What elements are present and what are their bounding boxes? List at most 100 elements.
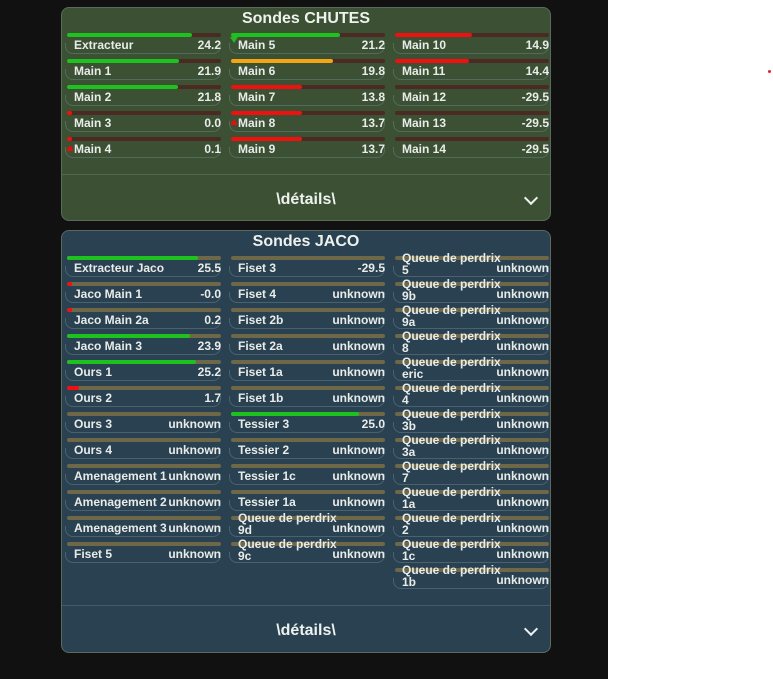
- gauge-outline: [229, 448, 385, 459]
- sensor-gauge[interactable]: Queue de perdrix 9c unknown: [229, 538, 385, 565]
- sensor-gauge[interactable]: Fiset 2a unknown: [229, 331, 385, 357]
- sensor-gauge[interactable]: Main 5 21.2: [229, 30, 385, 56]
- gauge-fill: [395, 33, 472, 37]
- sensor-gauge[interactable]: Main 14 -29.5: [393, 134, 549, 160]
- sensor-gauge[interactable]: Queue de perdrix 9d unknown: [229, 512, 385, 539]
- gauge-track: [67, 33, 221, 37]
- sensor-name: Main 13: [402, 116, 447, 130]
- sensor-gauge[interactable]: Tessier 1a unknown: [229, 487, 385, 513]
- sensor-gauge[interactable]: Main 1 21.9: [65, 56, 221, 82]
- sensor-gauge[interactable]: Main 11 14.4: [393, 56, 549, 82]
- sensor-gauge[interactable]: Fiset 1b unknown: [229, 383, 385, 409]
- sensor-gauge[interactable]: Amenagement 2 unknown: [65, 487, 221, 513]
- sensor-gauge[interactable]: Queue de perdrix 1b unknown: [393, 564, 549, 591]
- sensor-name: Fiset 4: [238, 287, 277, 301]
- sensor-value: 23.9: [197, 339, 221, 353]
- sensor-gauge[interactable]: Main 2 21.8: [65, 82, 221, 108]
- sensor-name: Jaco Main 3: [74, 339, 143, 353]
- sensor-value: unknown: [168, 417, 221, 431]
- sensor-gauge[interactable]: Amenagement 1 unknown: [65, 461, 221, 487]
- gauge-track: [231, 386, 385, 390]
- gauge-track: [231, 464, 385, 468]
- sensor-gauge[interactable]: Main 8 13.7: [229, 108, 385, 134]
- sensor-gauge[interactable]: Queue de perdrix 7 unknown: [393, 460, 549, 487]
- sensor-name: Queue de perdrix 8: [402, 329, 501, 355]
- sensor-gauge[interactable]: Fiset 1a unknown: [229, 357, 385, 383]
- sensor-gauge[interactable]: Queue de perdrix 4 unknown: [393, 382, 549, 409]
- sensor-gauge[interactable]: Queue de perdrix 9b unknown: [393, 278, 549, 305]
- sensor-value: unknown: [496, 313, 549, 327]
- gauge-outline: [393, 448, 549, 459]
- sensor-gauge[interactable]: Queue de perdrix 9a unknown: [393, 303, 549, 331]
- gauge-fill: [231, 137, 302, 141]
- sensor-gauge[interactable]: Ours 4 unknown: [65, 435, 221, 461]
- sensor-gauge[interactable]: Extracteur 24.2: [65, 30, 221, 56]
- sensor-gauge[interactable]: Queue de perdrix 2 unknown: [393, 512, 549, 539]
- gauge-track: [395, 568, 549, 572]
- sensor-gauge[interactable]: Extracteur Jaco 25.5: [65, 253, 221, 279]
- gauge-outline: [229, 69, 385, 80]
- sensor-gauge[interactable]: Tessier 2 unknown: [229, 435, 385, 461]
- gauge-outline: [229, 500, 385, 511]
- sensor-value: unknown: [332, 521, 385, 535]
- sensor-gauge[interactable]: Queue de perdrix 8 unknown: [393, 329, 549, 357]
- sensor-gauge[interactable]: Queue de perdrix 3a unknown: [393, 433, 549, 461]
- gauge-outline: [393, 121, 549, 132]
- gauge-fill: [67, 33, 192, 37]
- sensor-gauge[interactable]: Main 10 14.9: [393, 30, 549, 56]
- sensor-gauge[interactable]: Jaco Main 1 -0.0: [65, 279, 221, 305]
- sensor-value: unknown: [168, 547, 221, 561]
- sensor-gauge[interactable]: Main 6 19.8: [229, 56, 385, 82]
- sensor-name: Tessier 1c: [238, 469, 296, 483]
- sensor-name: Main 5: [238, 38, 276, 52]
- sensor-name: Queue de perdrix 9a: [402, 303, 501, 329]
- sensor-name: Amenagement 2: [74, 495, 167, 509]
- sensor-gauge[interactable]: Tessier 3 25.0: [229, 409, 385, 435]
- sensor-value: 0.2: [204, 313, 221, 327]
- sensor-gauge[interactable]: Main 7 13.8: [229, 82, 385, 108]
- sensor-gauge[interactable]: Tessier 1c unknown: [229, 461, 385, 487]
- sensor-gauge[interactable]: Queue de perdrix 3b unknown: [393, 407, 549, 435]
- sensor-name: Queue de perdrix 3b: [402, 407, 501, 433]
- sensor-gauge[interactable]: Jaco Main 2a 0.2: [65, 305, 221, 331]
- sensor-gauge[interactable]: Amenagement 3 unknown: [65, 513, 221, 539]
- gauge-track: [395, 85, 549, 89]
- sensor-value: unknown: [168, 443, 221, 457]
- sensor-value: unknown: [332, 495, 385, 509]
- sensor-name: Main 4: [74, 142, 112, 156]
- sensor-gauge[interactable]: Fiset 3 -29.5: [229, 253, 385, 279]
- gauge-track: [231, 516, 385, 520]
- sensor-name: Ours 3: [74, 417, 113, 431]
- gauge-outline: [229, 266, 385, 277]
- sensor-gauge[interactable]: Queue de perdrix 1a unknown: [393, 486, 549, 513]
- gauge-track: [231, 334, 385, 338]
- sensor-gauge[interactable]: Jaco Main 3 23.9: [65, 331, 221, 357]
- gauge-outline: [393, 43, 549, 54]
- sensor-gauge[interactable]: Queue de perdrix 1c unknown: [393, 538, 549, 565]
- details-expander[interactable]: \détails\: [62, 176, 550, 220]
- details-expander[interactable]: \détails\: [62, 607, 550, 652]
- sensor-value: unknown: [496, 547, 549, 561]
- gauge-outline: [393, 95, 549, 106]
- gauge-track: [231, 490, 385, 494]
- sensor-gauge[interactable]: Main 3 0.0: [65, 108, 221, 134]
- sensor-gauge[interactable]: Queue de perdrix 5 unknown: [393, 252, 549, 279]
- sensor-gauge[interactable]: Main 9 13.7: [229, 134, 385, 160]
- sensor-gauge[interactable]: Main 12 -29.5: [393, 82, 549, 108]
- sensor-name: Ours 2: [74, 391, 113, 405]
- sensor-gauge[interactable]: Ours 1 25.2: [65, 357, 221, 383]
- sensor-value: 19.8: [361, 64, 385, 78]
- sensor-gauge[interactable]: Fiset 2b unknown: [229, 305, 385, 331]
- sensor-gauge[interactable]: Main 4 0.1: [65, 134, 221, 160]
- sensor-gauge[interactable]: Ours 3 unknown: [65, 409, 221, 435]
- gauge-outline: [393, 266, 549, 277]
- sensor-gauge[interactable]: Main 13 -29.5: [393, 108, 549, 134]
- sensor-gauge[interactable]: Ours 2 1.7: [65, 383, 221, 409]
- gauge-fill: [67, 282, 72, 286]
- sensor-gauge[interactable]: Fiset 5 unknown: [65, 539, 221, 565]
- sensor-gauge[interactable]: Queue de perdrix eric unknown: [393, 356, 549, 383]
- gauge-outline: [393, 396, 549, 407]
- sensor-name: Queue de perdrix 3a: [402, 433, 501, 459]
- gauge-outline: [65, 474, 221, 485]
- sensor-gauge[interactable]: Fiset 4 unknown: [229, 279, 385, 305]
